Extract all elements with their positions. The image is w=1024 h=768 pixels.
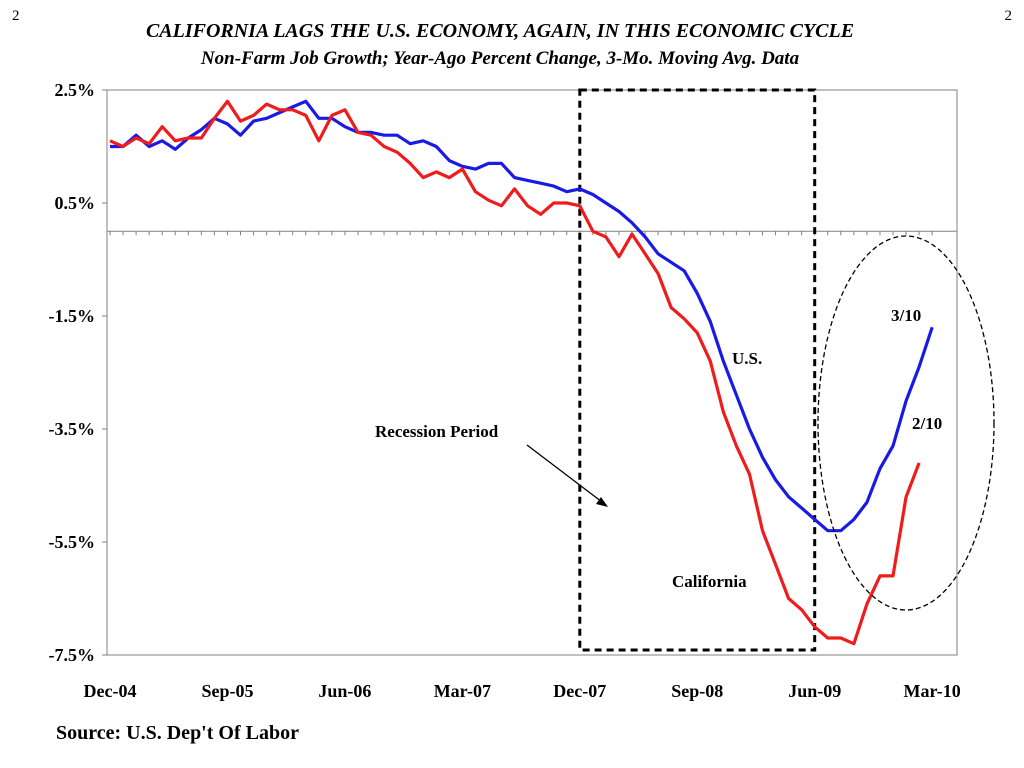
y-tick-label: 2.5%: [55, 80, 96, 100]
x-tick-label: Jun-06: [318, 681, 371, 701]
recession-arrow: [526, 444, 607, 506]
page-number-left: 2: [12, 8, 20, 24]
y-tick-label: -3.5%: [49, 419, 96, 439]
annotation-ca-latest: 2/10: [912, 414, 942, 433]
y-tick-label: -1.5%: [49, 306, 96, 326]
series-line-california: [109, 99, 921, 646]
annotation-us: U.S.: [732, 349, 762, 368]
annotation-us-latest: 3/10: [891, 306, 921, 325]
annotation-california: California: [672, 572, 747, 591]
x-tick-label: Sep-05: [201, 681, 253, 701]
plot-area: [106, 89, 958, 656]
recession-period-box: [578, 88, 817, 652]
highlight-ellipse: [817, 235, 995, 611]
x-tick-label: Mar-10: [903, 681, 960, 701]
x-tick-label: Sep-08: [671, 681, 723, 701]
y-tick-label: 0.5%: [55, 193, 96, 213]
zero-line-ticks: [109, 231, 933, 236]
source-note: Source: U.S. Dep't Of Labor: [56, 722, 299, 744]
y-tick-label: -7.5%: [49, 645, 96, 665]
y-axis: 2.5% 0.5% -1.5% -3.5% -5.5% -7.5%: [49, 80, 107, 665]
y-tick-label: -5.5%: [49, 532, 96, 552]
x-tick-label: Jun-09: [788, 681, 841, 701]
x-tick-label: Dec-04: [84, 681, 137, 701]
recession-arrow-head: [596, 497, 608, 507]
annotation-recession-period: Recession Period: [375, 422, 499, 441]
x-tick-label: Dec-07: [553, 681, 606, 701]
series-line-us: [110, 99, 934, 533]
chart-subtitle: Non-Farm Job Growth; Year-Ago Percent Ch…: [200, 48, 800, 69]
chart-title: CALIFORNIA LAGS THE U.S. ECONOMY, AGAIN,…: [145, 20, 855, 42]
page-number-right: 2: [1004, 8, 1013, 24]
x-axis: Dec-04 Sep-05 Jun-06 Mar-07 Dec-07 Sep-08 Jun-…: [84, 681, 961, 701]
x-tick-label: Mar-07: [434, 681, 491, 701]
